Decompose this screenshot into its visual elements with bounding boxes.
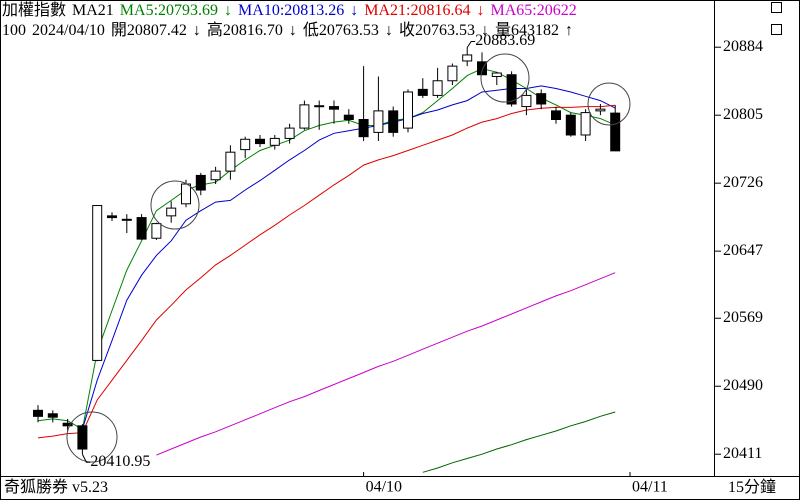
candle-body [417,88,428,96]
candle-body [536,93,547,105]
candle-body [92,205,103,361]
candle-body [388,110,399,133]
candle-body [284,127,295,139]
quote-item: 收20763.53 [398,22,475,39]
window-button[interactable] [771,24,782,35]
candle-body [343,114,354,120]
candle-body [210,170,221,181]
plot-area [33,47,621,473]
header-item: MA5:20793.69 [119,2,219,19]
candle-body [521,94,532,108]
candle-body [121,218,132,221]
candle-body [269,137,280,146]
candle-body [491,72,502,77]
header-item: ↓ [476,2,485,19]
quote-item: 高20816.70 [206,22,283,39]
y-tick-label: 20805 [723,106,763,123]
candle-body [299,104,310,129]
quote-item: ↓ [480,22,489,39]
quote-item: ↓ [288,22,297,39]
highlight-circle [150,180,200,230]
candle-body [462,54,473,62]
quote-item: ↑ [564,22,573,39]
candle-body [551,110,561,120]
y-tick-label: 20884 [723,38,763,55]
candle-body [595,108,606,112]
quote-line: 100 2024/04/10 開20807.42 ↓ 高20816.70 ↓ 低20763.… [2,21,710,41]
annotation-leader [466,40,476,48]
header-item: ↓ [350,2,359,19]
header-item: ↓ [224,2,233,19]
candle-body [240,138,251,151]
quote-item: 2024/04/10 [32,22,105,39]
header-item: MA21 [72,2,114,19]
timeframe[interactable]: 15分鐘 [728,479,777,496]
y-tick-label: 20490 [723,377,763,394]
quote-item: ↓ [384,22,393,39]
candle-body [432,80,443,96]
y-tick-label: 20569 [723,309,763,326]
candle-body [255,138,265,145]
app-name: 奇狐勝券 v5.23 [4,479,109,496]
quote-item: 100 [2,22,26,39]
annotation: 20410.95 [90,453,150,470]
highlight-circle [66,411,118,463]
candle-body [358,118,369,138]
quote-item: 量643182 [494,22,559,39]
header-item: MA65:20622 [490,2,577,19]
ma-line [37,104,616,439]
candle-body [477,61,487,76]
window-button[interactable] [771,2,782,13]
candle-body [506,74,517,105]
header-item: MA10:20813.26 [238,2,345,19]
candle-body [403,91,413,129]
candle-body [565,114,576,136]
quote-item: ↓ [192,22,201,39]
y-tick-label: 20647 [723,242,763,259]
quote-item: 低20763.53 [302,22,379,39]
annotation-leader [81,454,91,463]
candle-body [47,413,58,418]
y-tick-label: 20411 [723,445,762,462]
highlight-circle [587,82,631,126]
candle-body [314,105,325,108]
candle-body [610,112,621,152]
x-tick-label: 04/10 [366,479,402,496]
candle-body [580,112,591,136]
header-item: 加權指數 [2,2,67,19]
candle-body [151,223,162,239]
candle-body [225,151,236,172]
candle-body [329,106,339,110]
ma-line [81,85,616,430]
candle-body [181,183,191,205]
candle-body [373,110,384,133]
candle-body [136,217,147,240]
ma-line [422,411,616,473]
candle-body [195,174,206,191]
candle-body [33,409,43,417]
candle-body [447,65,458,82]
candle-body [77,425,88,450]
quote-item: 開20807.42 [110,22,187,39]
candle-body [107,215,117,219]
y-tick-label: 20726 [723,174,763,191]
ma-line [37,68,616,431]
x-tick-label: 04/11 [632,479,668,496]
candle-body [62,422,73,427]
highlight-circle [480,53,530,103]
indicator-header: 加權指數 MA21 MA5:20793.69 ↓ MA10:20813.26 ↓ MA21:… [2,1,710,21]
header-item: MA21:20816.64 [364,2,471,19]
candle-body [166,207,177,217]
ma-line [156,272,616,456]
annotation: 20883.69 [475,32,535,49]
